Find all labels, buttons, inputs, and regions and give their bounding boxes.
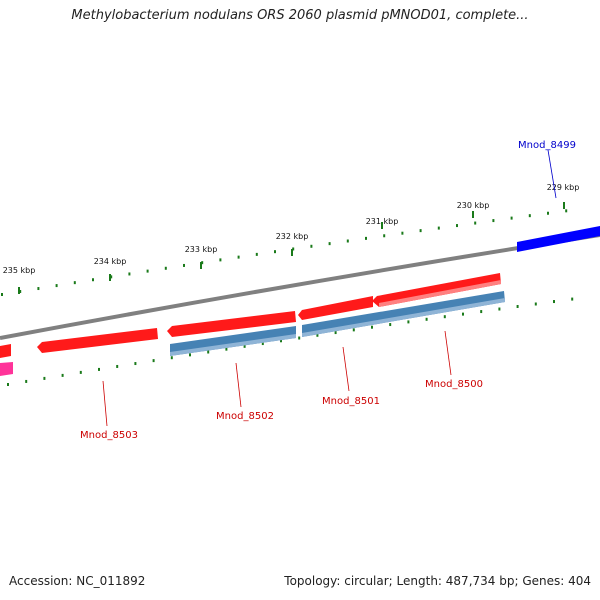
map-title: Methylobacterium nodulans ORS 2060 plasm… — [71, 8, 529, 23]
tick-label-234: 234 kbp — [94, 257, 127, 266]
forward-features — [0, 273, 501, 376]
feature-mnod-8499[interactable] — [517, 226, 600, 252]
label-mnod-8503[interactable]: Mnod_8503 — [80, 430, 138, 441]
plasmid-backbone — [0, 233, 600, 340]
feature-reverse-1-shade — [302, 298, 505, 337]
feature-reverse-2-shade — [170, 334, 296, 356]
feature-mnod-8503[interactable] — [37, 328, 158, 353]
ruler-major-ticks: 229 kbp 230 kbp 231 kbp 232 kbp 233 kbp … — [3, 183, 580, 294]
tick-label-232: 232 kbp — [276, 232, 309, 241]
tick-label-230: 230 kbp — [457, 201, 490, 210]
accession-text: Accession: NC_011892 — [9, 574, 146, 588]
tick-label-233: 233 kbp — [185, 245, 218, 254]
tick-label-231: 231 kbp — [366, 217, 399, 226]
reverse-features — [170, 291, 505, 356]
leader-mnod-8501 — [342, 346, 350, 392]
label-mnod-8501[interactable]: Mnod_8501 — [322, 396, 380, 407]
label-mnod-8499[interactable]: Mnod_8499 — [518, 140, 576, 151]
leader-mnod-8499 — [547, 149, 557, 199]
leader-mnod-8502 — [235, 362, 242, 408]
leader-mnod-8500 — [444, 330, 452, 376]
feature-mnod-8500-shade — [379, 280, 501, 307]
feature-left-red[interactable] — [0, 344, 11, 358]
label-mnod-8500[interactable]: Mnod_8500 — [425, 379, 483, 390]
tick-label-235: 235 kbp — [3, 266, 36, 275]
outer-minor-ticks — [1, 209, 568, 296]
leader-mnod-8503 — [102, 380, 108, 427]
tick-label-229: 229 kbp — [547, 183, 580, 192]
topology-text: Topology: circular; Length: 487,734 bp; … — [284, 574, 591, 588]
feature-mnod-8501[interactable] — [298, 296, 373, 320]
feature-mnod-8502[interactable] — [167, 311, 296, 337]
feature-left-pink[interactable] — [0, 362, 13, 376]
inner-minor-ticks — [7, 297, 574, 386]
label-mnod-8502[interactable]: Mnod_8502 — [216, 411, 274, 422]
